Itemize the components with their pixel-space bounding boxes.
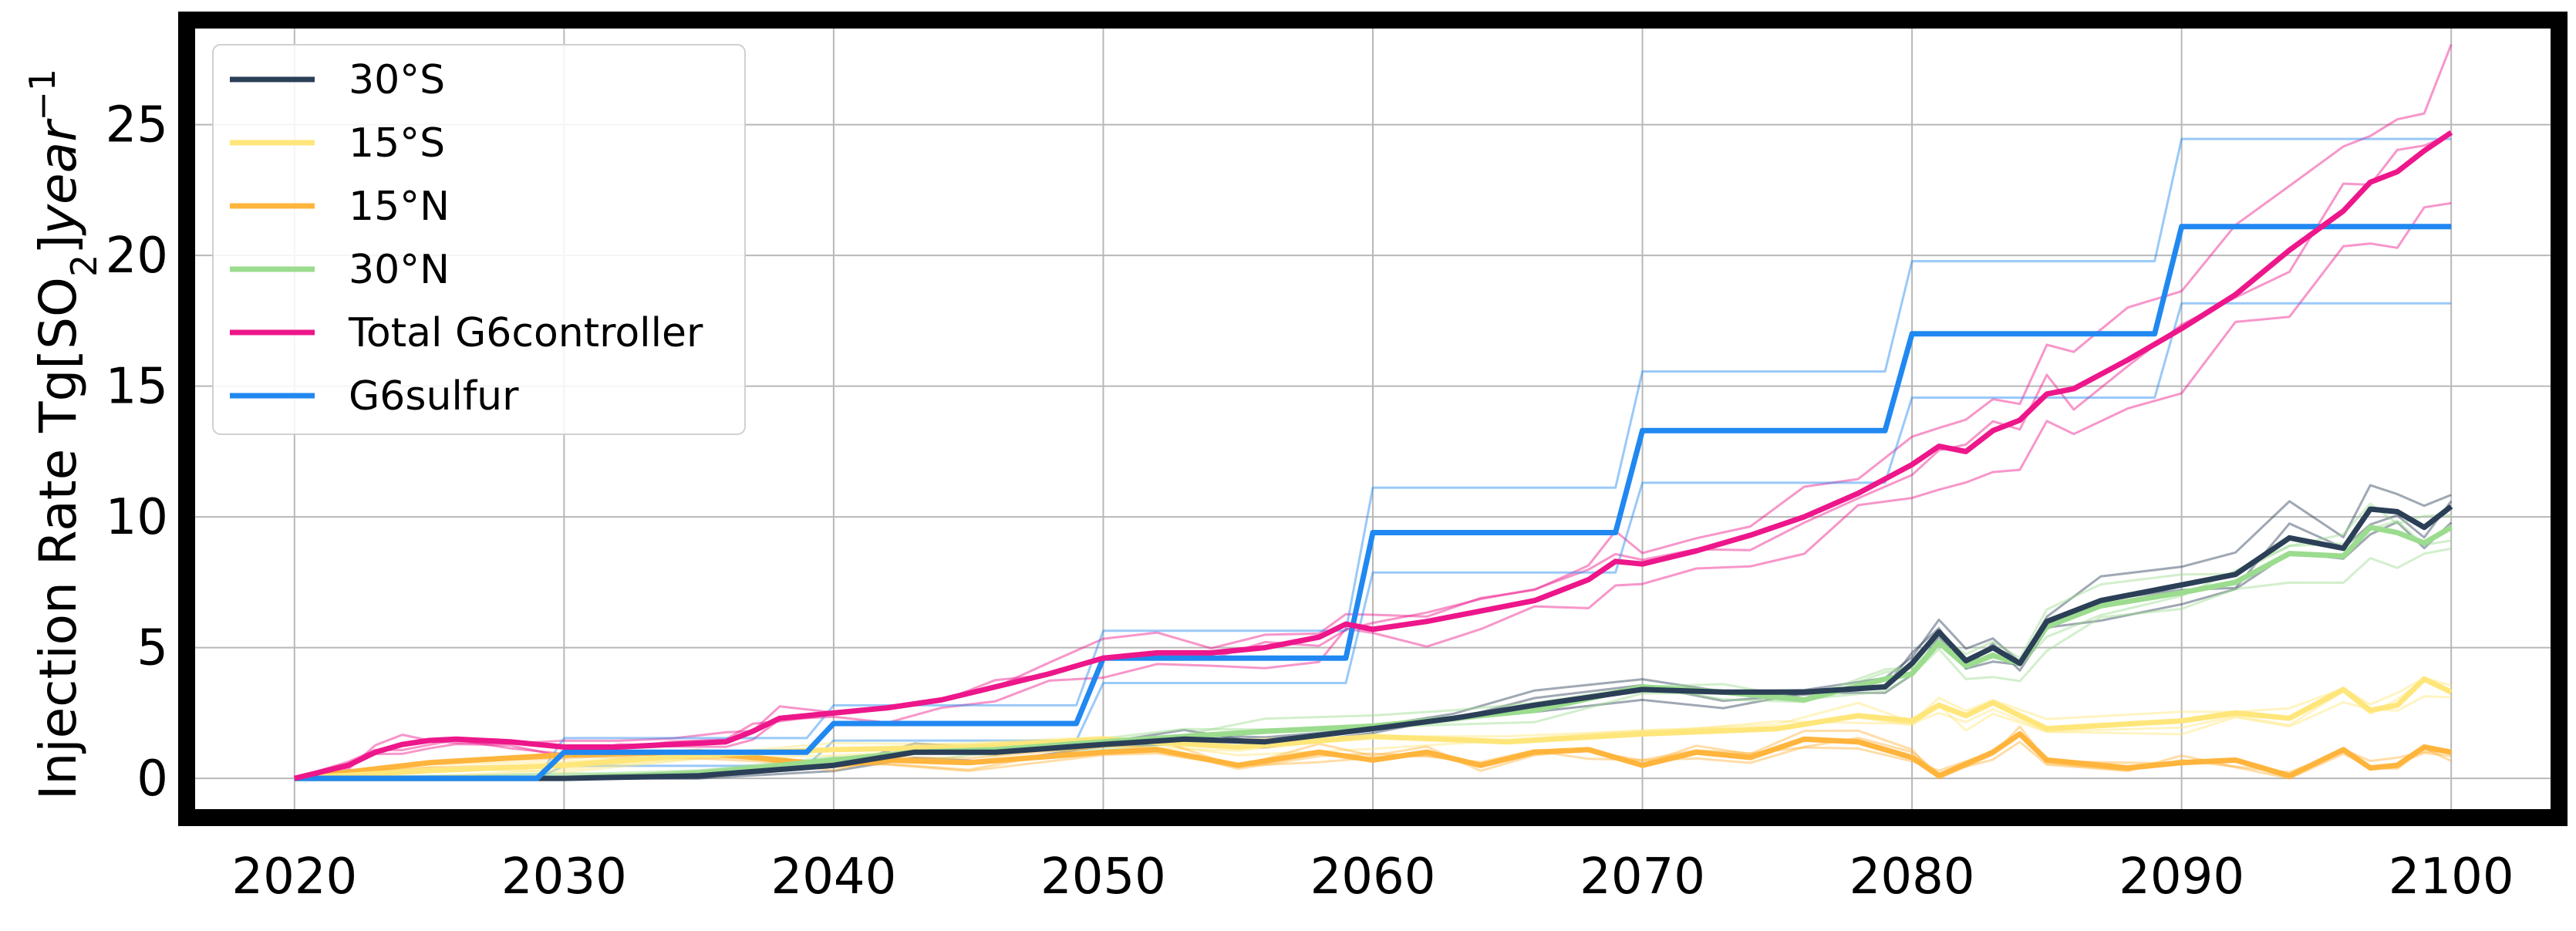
y-tick-label: 15 — [106, 359, 168, 416]
x-tick-label: 2090 — [2119, 848, 2244, 906]
series-line — [294, 676, 2453, 781]
legend-label: G6sulfur — [349, 373, 519, 420]
x-tick-label: 2020 — [231, 848, 357, 906]
x-tick-label: 2060 — [1310, 848, 1436, 906]
x-tick-label: 2050 — [1040, 848, 1166, 906]
ylabel-subscript: 2 — [63, 255, 105, 277]
x-tick-label: 2070 — [1580, 848, 1705, 906]
legend-box — [212, 44, 746, 435]
series-line — [293, 130, 2453, 781]
y-axis-label: Injection Rate Tg[SO2]year−1 — [22, 69, 105, 800]
ylabel-unit: year — [29, 118, 88, 236]
legend-label: 15°S — [349, 120, 445, 167]
x-tick-label: 2080 — [1849, 848, 1975, 906]
plot-frame — [178, 12, 2568, 826]
ylabel-text: Injection Rate Tg[SO — [29, 277, 88, 800]
y-tick-label: 10 — [106, 489, 168, 546]
series-line — [294, 504, 2453, 781]
ylabel-superscript: −1 — [22, 69, 63, 121]
y-tick-label: 20 — [106, 228, 168, 285]
tick-labels: 2020 2030 2040 2050 2060 2070 2080 2090 2100 0 5 10… — [106, 97, 2514, 906]
ensemble-member-line — [294, 737, 2452, 780]
legend-label: Total G6controller — [348, 310, 703, 356]
legend: 30°S 15°S 15°N 30°N Total G6controller G6sulf… — [212, 44, 746, 435]
x-tick-label: 2100 — [2389, 848, 2514, 906]
x-tick-label: 2030 — [501, 848, 627, 906]
ylabel-text: ] — [29, 234, 88, 255]
legend-label: 15°N — [349, 184, 450, 230]
ensemble-member-line — [294, 44, 2453, 780]
y-tick-label: 5 — [137, 620, 168, 677]
series-lines — [293, 130, 2453, 781]
y-tick-label: 0 — [137, 751, 168, 808]
ensemble-member-line — [294, 520, 2452, 780]
series-line — [294, 731, 2452, 781]
ensemble-member-line — [294, 137, 2452, 780]
y-tick-label: 25 — [106, 97, 168, 154]
legend-label: 30°N — [349, 247, 450, 293]
legend-label: 30°S — [349, 57, 445, 103]
series-line — [294, 224, 2452, 781]
x-tick-label: 2040 — [770, 848, 896, 906]
